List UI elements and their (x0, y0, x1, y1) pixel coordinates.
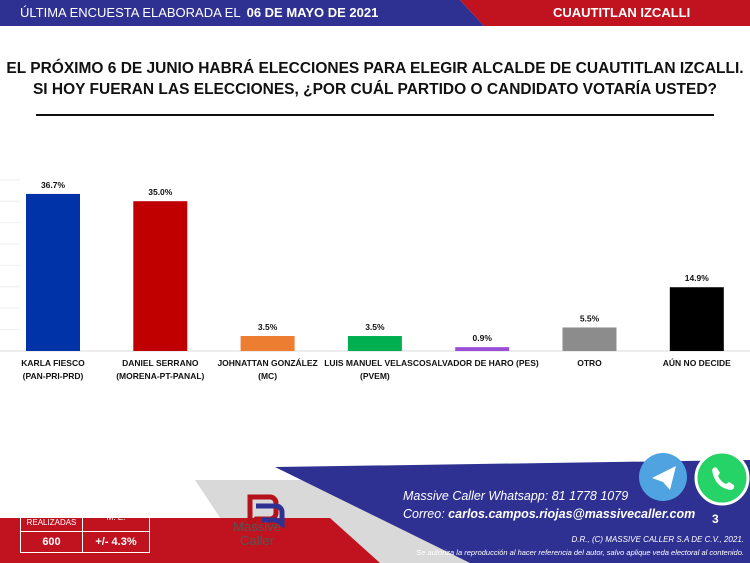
category-label-line: (PVEM) (360, 371, 390, 381)
city-label: CUAUTITLAN IZCALLI (553, 5, 691, 20)
data-label: 14.9% (685, 273, 710, 283)
samples-value: 600 (21, 532, 83, 552)
whatsapp-number[interactable]: 81 1778 1079 (551, 489, 629, 503)
bar (133, 201, 188, 351)
question-line-1: EL PRÓXIMO 6 DE JUNIO HABRÁ ELECCIONES P… (6, 60, 744, 77)
page-number: 3 (712, 512, 719, 526)
data-label: 35.0% (148, 187, 173, 197)
email-line: Correo: carlos.campos.riojas@massivecall… (403, 507, 695, 521)
category-label: AÚN NO DECIDE (637, 357, 750, 370)
survey-date-label: ÚLTIMA ENCUESTA ELABORADA EL 06 DE MAYO D… (20, 5, 378, 20)
data-label: 36.7% (41, 180, 66, 190)
bar-chart: 36.7% 35.0% 3.5% 3.5% 0.9% 5.5% 14.9% (0, 179, 750, 352)
reproduction-notice: Se autoriza la reproducción al hacer ref… (416, 548, 744, 557)
whatsapp-label: Massive Caller Whatsapp: (403, 489, 549, 503)
email-label: Correo: (403, 507, 445, 521)
category-label-line: (PAN-PRI-PRD) (22, 371, 84, 381)
category-label: LUIS MANUEL VELASCO (PVEM) (315, 357, 435, 383)
category-label: OTRO (530, 357, 650, 370)
category-label-line: KARLA FIESCO (21, 358, 85, 368)
category-label-line: (MC) (258, 371, 278, 381)
category-label-line: JOHNATTAN GONZÁLEZ (217, 358, 318, 368)
data-label: 5.5% (580, 313, 600, 323)
bar (347, 336, 402, 351)
divider (36, 114, 714, 116)
email-link[interactable]: carlos.campos.riojas@massivecaller.com (448, 507, 696, 521)
data-label: 0.9% (473, 333, 493, 343)
survey-stats-table: ENCUESTAS REALIZADAS M. E. 600 +/- 4.3% (20, 503, 150, 553)
bar (26, 193, 80, 351)
category-label: DANIEL SERRANO (MORENA-PT-PANAL) (100, 357, 220, 383)
data-label: 3.5% (258, 322, 278, 332)
bar (240, 336, 295, 351)
category-label: JOHNATTAN GONZÁLEZ (MC) (208, 357, 328, 383)
bar (455, 347, 510, 351)
date-prefix: ÚLTIMA ENCUESTA ELABORADA EL (20, 5, 241, 20)
category-label-line: OTRO (577, 358, 602, 368)
category-label-line: SALVADOR DE HARO (PES) (425, 358, 539, 368)
question-line-2: SI HOY FUERAN LAS ELECCIONES, ¿POR CUÁL … (32, 81, 718, 98)
whatsapp-icon (694, 450, 750, 506)
header-bar: ÚLTIMA ENCUESTA ELABORADA EL 06 DE MAYO D… (0, 0, 750, 26)
samples-header-2: REALIZADAS (26, 517, 77, 527)
data-label: 3.5% (365, 322, 385, 332)
logo-text: Massive Caller (227, 520, 287, 548)
logo-line-1: Massive (233, 519, 281, 534)
logo-line-2: Caller (240, 533, 274, 548)
category-label-line: (MORENA-PT-PANAL) (116, 371, 205, 381)
category-label-line: DANIEL SERRANO (122, 358, 199, 368)
margin-error-value: +/- 4.3% (95, 536, 137, 548)
category-label-line: LUIS MANUEL VELASCO (324, 358, 426, 368)
category-label-line: AÚN NO DECIDE (662, 358, 731, 368)
samples-header-1: ENCUESTAS (27, 508, 76, 518)
margin-error-header: M. E. (83, 504, 149, 532)
survey-date: 06 DE MAYO DE 2021 (246, 5, 379, 20)
samples-header: ENCUESTAS REALIZADAS (21, 504, 83, 532)
bar (562, 327, 617, 351)
massive-caller-logo-icon (247, 494, 285, 532)
category-label: KARLA FIESCO (PAN-PRI-PRD) (0, 357, 113, 383)
bar (669, 287, 724, 351)
whatsapp-line: Massive Caller Whatsapp: 81 1778 1079 (403, 489, 628, 503)
telegram-icon (639, 453, 687, 501)
question-title: EL PRÓXIMO 6 DE JUNIO HABRÁ ELECCIONES P… (0, 58, 750, 100)
category-label: SALVADOR DE HARO (PES) (422, 357, 542, 370)
copyright: D.R., (C) MASSIVE CALLER S.A DE C.V., 20… (571, 535, 745, 544)
